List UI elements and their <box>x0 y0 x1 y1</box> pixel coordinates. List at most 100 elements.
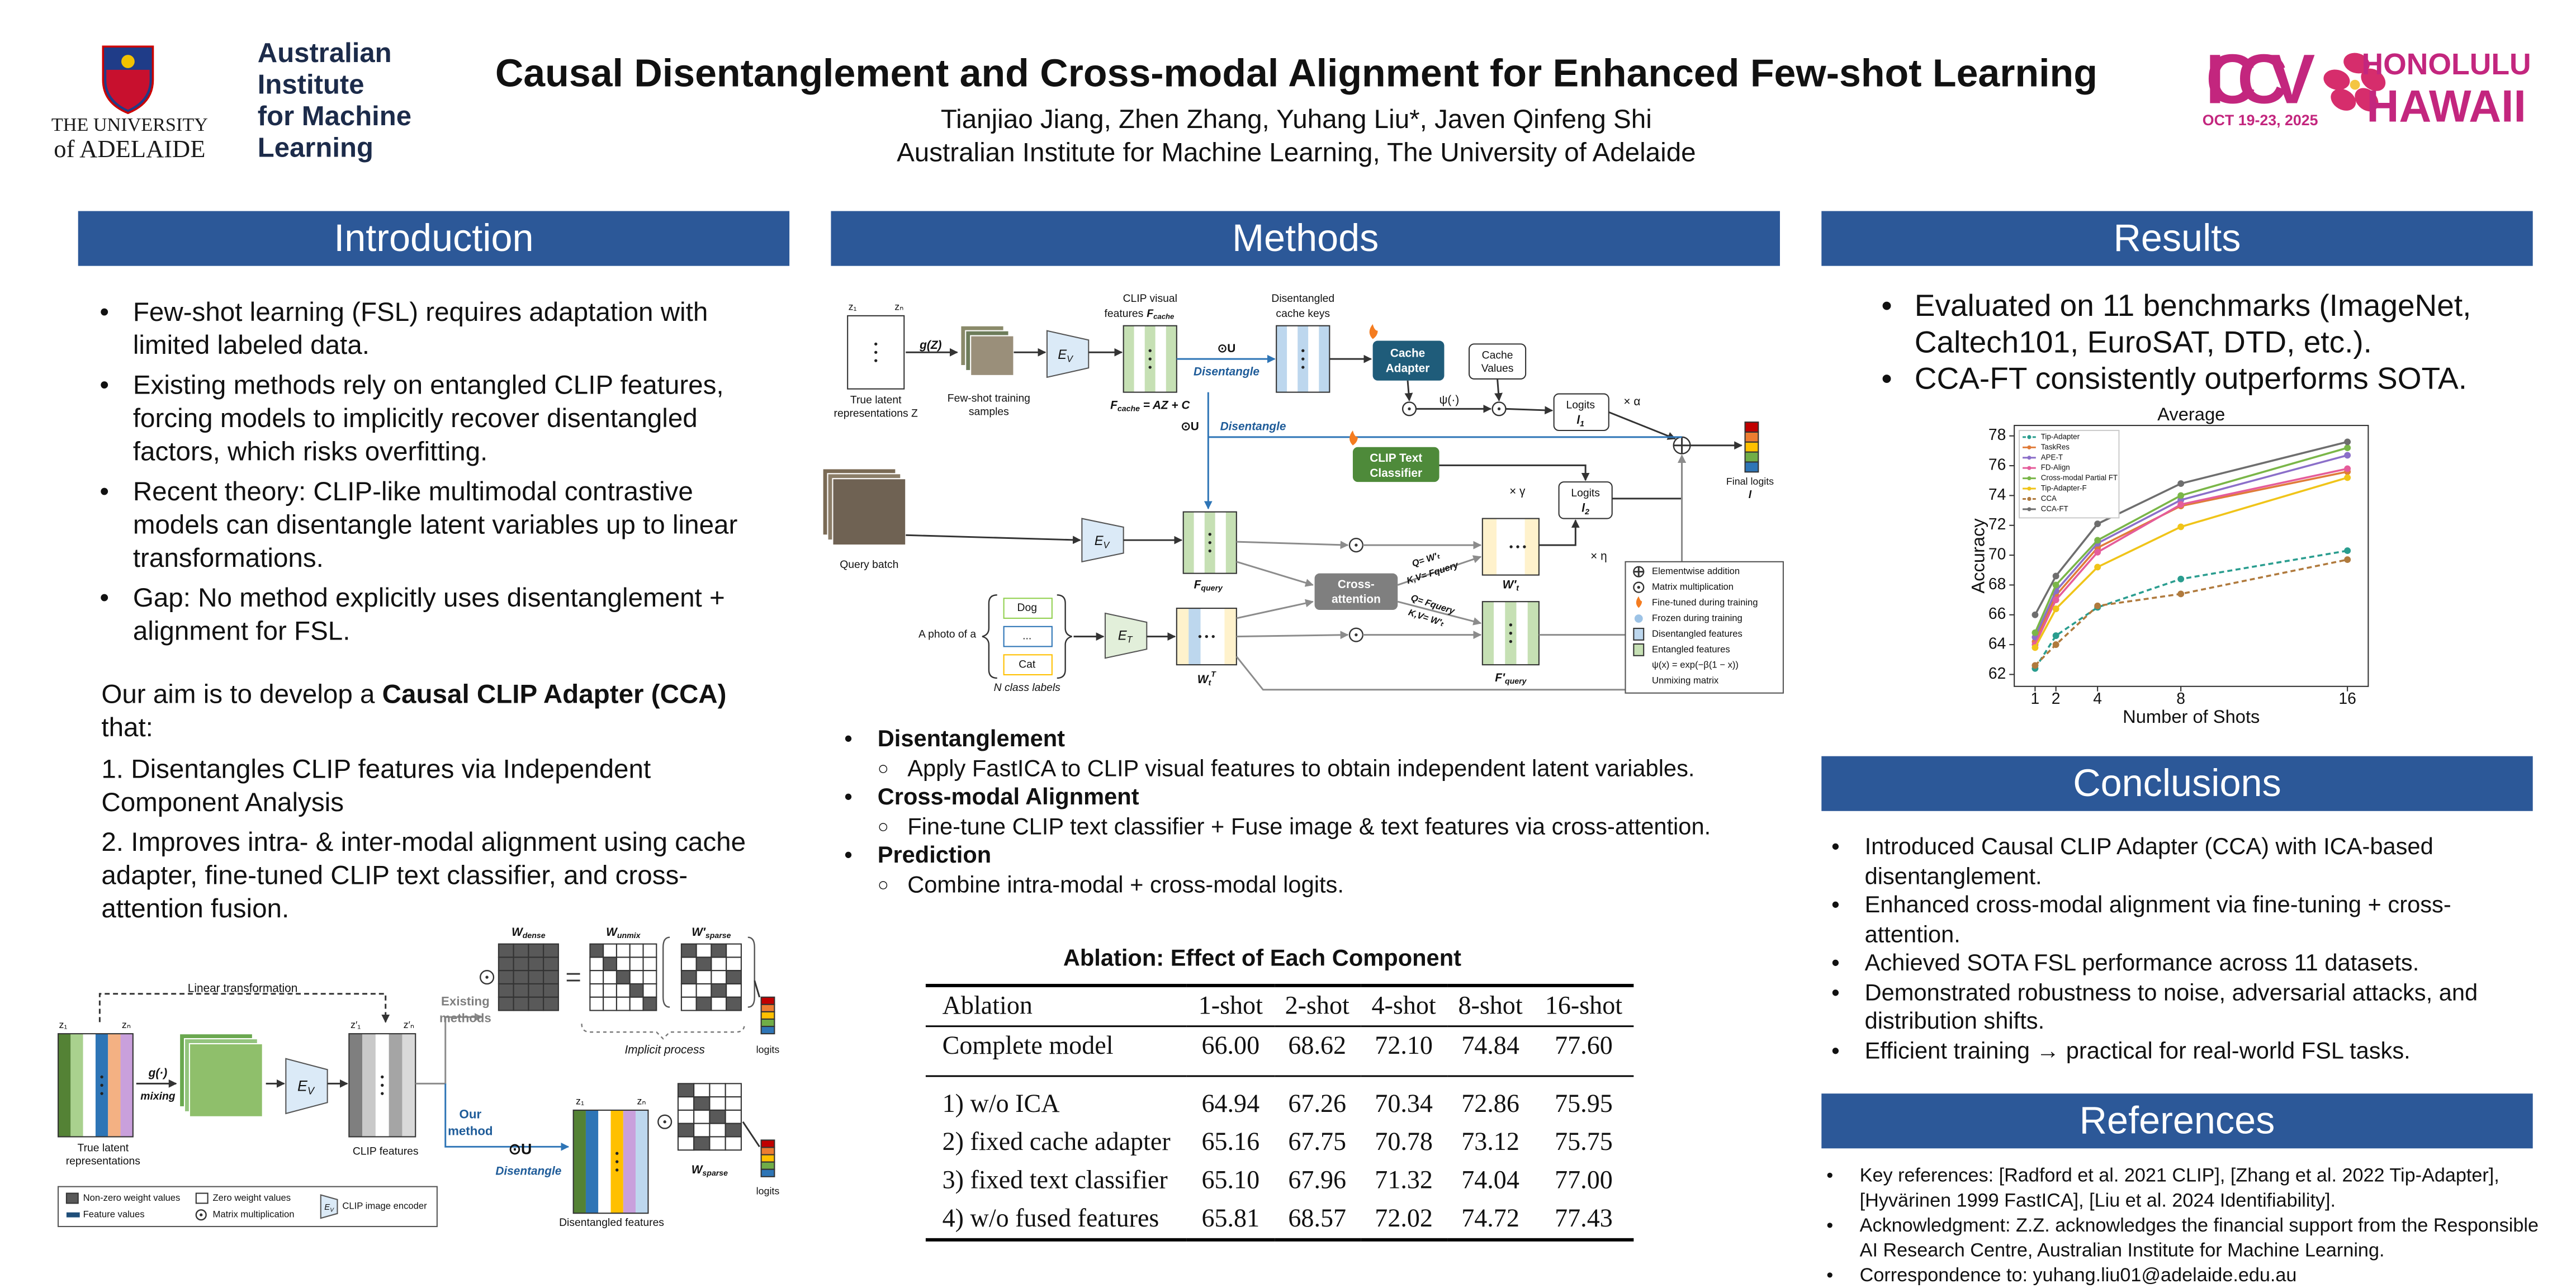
data-point <box>2052 605 2059 613</box>
label: Logits <box>1571 487 1600 499</box>
matrix-column <box>585 1110 599 1214</box>
legend-label: ψ(x) = exp(−β(1 − x)) <box>1652 660 1739 670</box>
label: zₙ <box>894 301 903 312</box>
weight-cell <box>724 1123 742 1138</box>
label: representations <box>66 1156 140 1167</box>
bullet: Few-shot learning (FSL) requires adaptat… <box>96 297 761 364</box>
weight-cell <box>528 983 544 998</box>
logo-text: HONOLULU <box>2362 48 2531 81</box>
symbol: W′ <box>692 925 706 938</box>
weight-cell <box>711 943 727 958</box>
table-cell: 68.62 <box>1288 1031 1347 1060</box>
label: Fcache = AZ + C <box>1110 399 1190 413</box>
legend-label: Tip-Adapter-F <box>2041 484 2087 493</box>
label: Classifier <box>1370 467 1422 480</box>
weight-cell <box>680 970 697 984</box>
intro-bullets: Few-shot learning (FSL) requires adaptat… <box>96 297 761 656</box>
label: Existing <box>441 995 490 1008</box>
methods-bullets: Disentanglement Apply FastICA to CLIP vis… <box>841 724 1772 900</box>
y-tick-label: 70 <box>1988 545 2006 563</box>
subscript: V <box>1104 541 1111 551</box>
weight-cell <box>642 943 657 958</box>
symbol: W <box>692 1163 704 1176</box>
bullet: Introduced Causal CLIP Adapter (CCA) wit… <box>1828 832 2526 891</box>
table-cell: 77.00 <box>1555 1166 1613 1195</box>
matrix-column <box>58 1034 71 1137</box>
header-row: Ablation 1-shot 2-shot 4-shot 8-shot 16-shot <box>925 986 1634 1026</box>
label: Disentangle <box>1194 365 1259 378</box>
point-detail: Combine intra-modal + cross-modal logits… <box>878 870 1772 900</box>
legend-label: CCA <box>2041 494 2057 503</box>
flower-petal <box>2331 88 2356 111</box>
method-point: Disentanglement Apply FastICA to CLIP vis… <box>841 724 1772 784</box>
reference-bullets: Key references: [Radford et al. 2021 CLI… <box>1823 1165 2541 1288</box>
data-point <box>2177 480 2185 487</box>
weight-cell <box>513 996 529 1011</box>
bullet: Acknowledgment: Z.Z. acknowledges the fi… <box>1823 1215 2541 1265</box>
label: Fcache <box>1147 308 1174 321</box>
symbol: E <box>1058 347 1067 362</box>
weight-cell <box>677 1096 695 1111</box>
table-cell: 72.10 <box>1375 1031 1433 1060</box>
class-box <box>1003 626 1053 647</box>
matrix-column <box>1527 602 1539 665</box>
weight-cell <box>615 943 631 958</box>
bullet: Key references: [Radford et al. 2021 CLI… <box>1823 1165 2541 1215</box>
legend-marker <box>2027 445 2032 449</box>
label: A photo of a <box>918 629 976 641</box>
weight-cell <box>513 970 529 984</box>
connector <box>1235 498 1683 691</box>
data-point <box>2094 602 2101 609</box>
data-point <box>2052 572 2059 580</box>
weight-cell <box>711 983 727 998</box>
text: Our aim is to develop a <box>101 681 382 710</box>
data-point <box>2344 444 2351 452</box>
label: Our <box>460 1107 482 1121</box>
shield-band <box>106 69 150 110</box>
legend-label: APE-T <box>2041 453 2063 461</box>
label: Disentangled <box>1271 293 1334 305</box>
weight-cell <box>680 983 697 998</box>
connector <box>1612 454 1687 500</box>
legend-swatch <box>65 1192 79 1204</box>
data-point <box>2177 492 2185 499</box>
connector <box>444 1083 570 1151</box>
weight-cell <box>543 983 559 998</box>
ellipsis-dot <box>874 359 878 362</box>
table-cell: 3) fixed text classifier <box>942 1166 1168 1195</box>
table-row: 3) fixed text classifier 65.10 67.96 71.32 7… <box>926 1162 1633 1200</box>
matrix-column <box>1188 608 1201 665</box>
label: l <box>1749 489 1752 501</box>
matrix-column <box>1194 512 1205 574</box>
weight-cell <box>677 1083 695 1098</box>
label: Logits <box>1566 399 1595 411</box>
connector <box>98 993 390 1023</box>
bullet: Evaluated on 11 benchmarks (ImageNet, Ca… <box>1878 287 2518 361</box>
table-cell: 77.43 <box>1555 1204 1613 1233</box>
weight-cell <box>709 1096 726 1111</box>
logit-cell <box>760 1168 775 1177</box>
operator-dot <box>1637 585 1640 589</box>
symbol: W <box>606 925 618 938</box>
data-point <box>2032 611 2039 618</box>
label: Wdense <box>512 925 546 939</box>
intro-aim: Our aim is to develop a Causal CLIP Adap… <box>101 680 766 746</box>
image <box>970 335 1015 376</box>
data-point <box>2344 474 2351 481</box>
weight-cell <box>726 970 742 984</box>
subscript: 1 <box>1580 419 1584 428</box>
legend-marker <box>2027 486 2032 491</box>
matrix-column <box>70 1034 83 1137</box>
symbol: F′ <box>1495 671 1505 684</box>
table-cell: 64.94 <box>1201 1089 1260 1118</box>
module <box>1558 481 1613 519</box>
label: Disentangle <box>495 1164 561 1177</box>
weight-cell <box>677 1136 695 1151</box>
symbol: W <box>512 925 524 938</box>
connector <box>415 1012 483 1085</box>
label: zₙ <box>122 1019 131 1030</box>
weight-cell <box>589 996 604 1011</box>
table-row: 4) w/o fused features 65.81 68.57 72.02 74.7… <box>926 1200 1633 1239</box>
label: Disentangle <box>1220 420 1286 433</box>
